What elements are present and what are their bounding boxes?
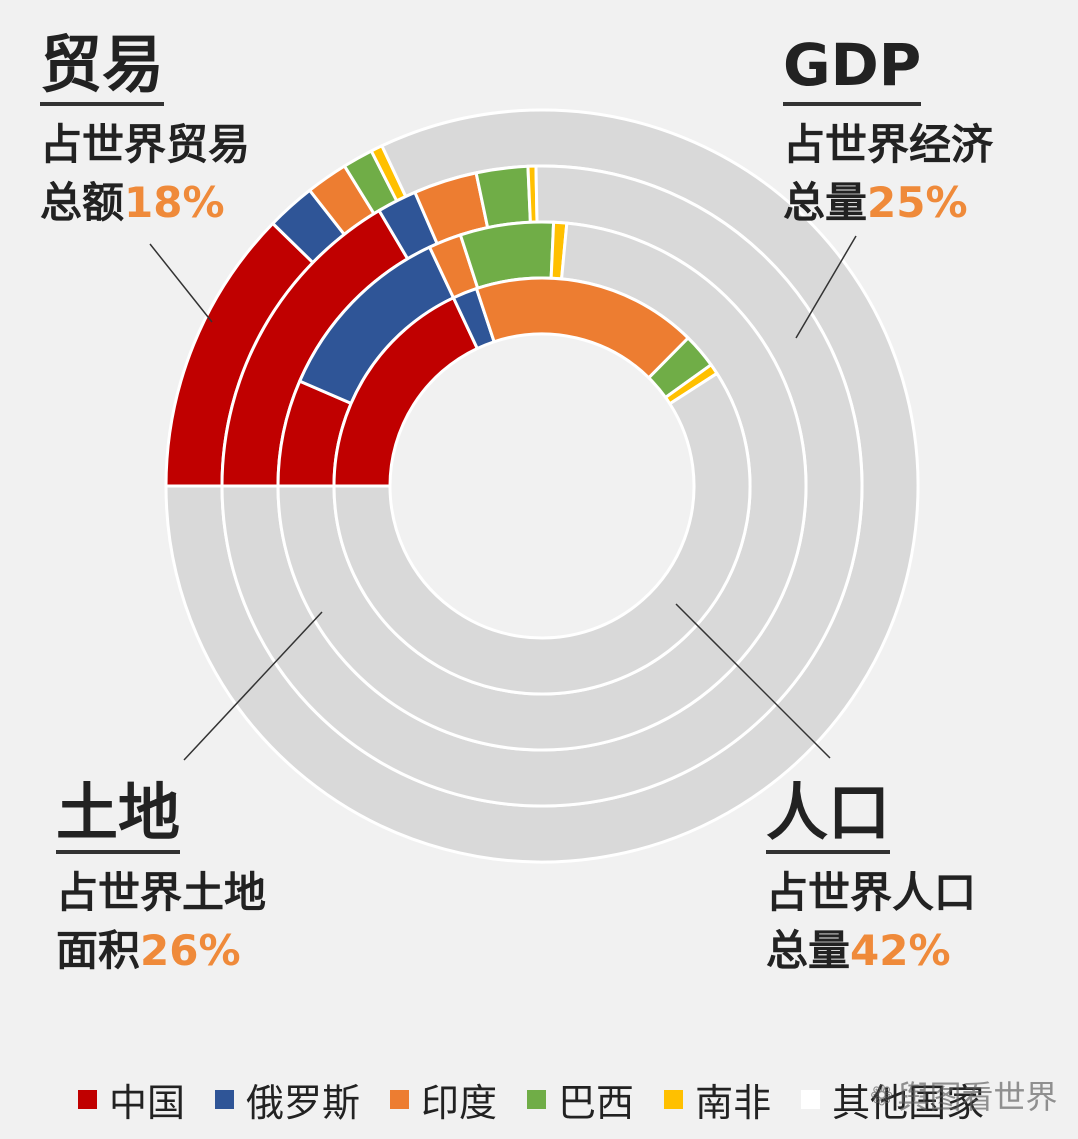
legend-label: 中国 xyxy=(109,1081,186,1125)
legend-label: 其他国家 xyxy=(832,1081,985,1125)
land-description: 占世界土地 面积26% xyxy=(56,864,266,980)
land-line2: 面积 xyxy=(56,926,141,975)
legend-item: 南非 xyxy=(664,1072,771,1127)
land-annotation: 土地 占世界土地 面积26% xyxy=(56,778,266,980)
wechat-icon: ❁ xyxy=(870,1078,894,1112)
population-leader-line xyxy=(675,603,831,759)
legend-swatch xyxy=(527,1090,547,1109)
land-leader-line xyxy=(183,611,323,761)
legend-item: 俄罗斯 xyxy=(215,1072,360,1127)
gdp-ring-brazil-segment xyxy=(474,164,532,230)
gdp-percent: 25% xyxy=(867,178,968,227)
population-line2: 总量 xyxy=(766,926,851,975)
legend-label: 俄罗斯 xyxy=(246,1081,361,1125)
land-percent: 26% xyxy=(140,926,241,975)
legend-item: 其他国家 xyxy=(801,1072,984,1127)
gdp-leader-line xyxy=(795,235,857,339)
gdp-line2: 总量 xyxy=(783,178,868,227)
gdp-annotation: GDP 占世界经济 总量25% xyxy=(783,30,993,232)
gdp-description: 占世界经济 总量25% xyxy=(783,116,993,232)
trade-annotation: 贸易 占世界贸易 总额18% xyxy=(40,30,250,232)
legend-label: 巴西 xyxy=(558,1081,635,1125)
trade-line2: 总额 xyxy=(40,178,125,227)
legend-swatch xyxy=(390,1090,410,1109)
gdp-title: GDP xyxy=(783,30,922,106)
legend-swatch xyxy=(664,1090,684,1109)
land-title: 土地 xyxy=(56,778,181,854)
watermark-text: 舆图看世界 xyxy=(897,1078,1058,1116)
trade-percent: 18% xyxy=(124,178,225,227)
population-line1: 占世界人口 xyxy=(766,868,977,917)
trade-title: 贸易 xyxy=(40,30,165,106)
legend-swatch xyxy=(801,1090,821,1109)
watermark: ❁ 舆图看世界 xyxy=(870,1072,1057,1118)
legend-item: 巴西 xyxy=(527,1072,634,1127)
legend-label: 印度 xyxy=(421,1081,498,1125)
legend-swatch xyxy=(215,1090,235,1109)
population-title: 人口 xyxy=(766,778,891,854)
population-percent: 42% xyxy=(850,926,951,975)
legend-item: 印度 xyxy=(390,1072,497,1127)
population-annotation: 人口 占世界人口 总量42% xyxy=(766,778,976,980)
legend-swatch xyxy=(78,1090,97,1109)
trade-description: 占世界贸易 总额18% xyxy=(40,116,250,232)
population-description: 占世界人口 总量42% xyxy=(766,864,976,980)
population-ring-other-segment xyxy=(332,371,752,696)
legend-item: 中国 xyxy=(78,1072,185,1127)
trade-line1: 占世界贸易 xyxy=(40,120,251,169)
trade-leader-line xyxy=(149,243,213,323)
legend: 中国 俄罗斯 印度 巴西 南非 其他国家 xyxy=(78,1072,1014,1127)
gdp-line1: 占世界经济 xyxy=(783,120,994,169)
land-line1: 占世界土地 xyxy=(56,868,267,917)
legend-label: 南非 xyxy=(695,1081,772,1125)
